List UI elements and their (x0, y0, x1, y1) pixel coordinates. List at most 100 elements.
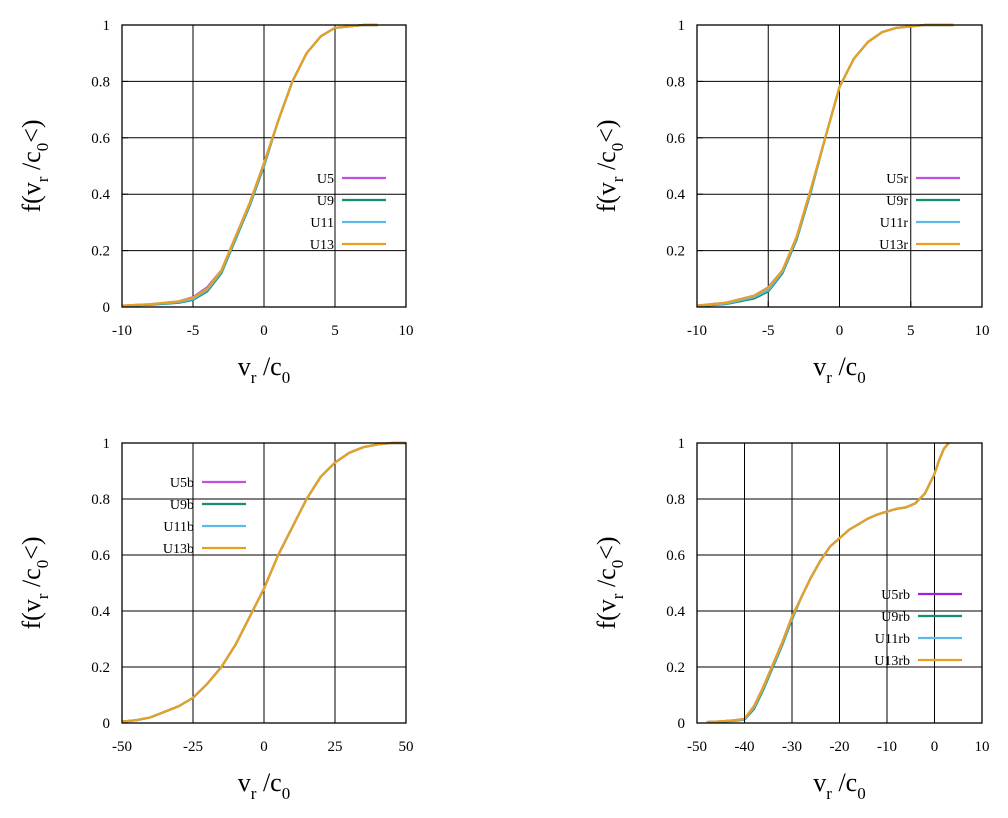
y-tick-label: 0.4 (91, 187, 110, 203)
x-axis-title-sub1: r (251, 784, 257, 803)
legend-label: U5r (886, 172, 908, 187)
legend-label: U9r (886, 194, 908, 209)
y-axis-title-sub2: 0 (608, 143, 627, 152)
y-axis-title-sub1: r (608, 593, 627, 599)
legend-label: U9 (317, 194, 334, 209)
x-tick-label: -25 (183, 739, 203, 755)
y-tick-label: 0 (103, 716, 111, 732)
x-tick-label: 10 (975, 739, 990, 755)
y-tick-label: 0.6 (666, 548, 685, 564)
y-axis-title-sub2: 0 (33, 143, 52, 152)
y-axis-title: f(vr /c0<) (592, 536, 627, 629)
y-axis-title-tail: <) (592, 119, 621, 142)
series-line-U9 (121, 23, 378, 307)
x-axis-title-sub1: r (251, 368, 257, 387)
y-tick-label: 1 (678, 436, 686, 452)
x-axis-title-main: v (813, 768, 826, 797)
x-axis-title-main: v (238, 352, 251, 381)
x-tick-label: -5 (762, 323, 775, 339)
y-axis-title-main: f(v (592, 182, 621, 212)
series-line-U13rb (706, 442, 950, 724)
x-axis-title: vr /c0 (813, 352, 865, 387)
series-line-U9r (696, 23, 954, 308)
y-axis-title-sub2: 0 (608, 560, 627, 569)
x-axis-title-mid: /c (256, 768, 281, 797)
x-tick-label: -40 (735, 739, 755, 755)
y-tick-label: 0.2 (666, 660, 685, 676)
y-axis-title-sub1: r (33, 593, 52, 599)
y-axis-title-sub2: 0 (33, 560, 52, 569)
legend-label: U5 (317, 172, 334, 187)
y-tick-label: 0.8 (91, 74, 110, 90)
x-tick-label: 50 (399, 739, 414, 755)
x-tick-label: 5 (331, 323, 339, 339)
x-tick-label: 10 (975, 323, 990, 339)
x-tick-label: 10 (399, 323, 414, 339)
x-tick-label: 25 (328, 739, 343, 755)
series-line-U9rb (706, 442, 950, 724)
y-axis-title-main: f(v (17, 182, 46, 212)
legend-label: U13 (310, 238, 334, 253)
y-axis-title-sub1: r (608, 176, 627, 182)
y-tick-label: 0 (678, 716, 686, 732)
legend-label: U13rb (874, 654, 910, 669)
y-axis-title-tail: <) (592, 536, 621, 559)
y-axis-title: f(vr /c0<) (17, 119, 52, 212)
x-axis-title-sub1: r (826, 368, 832, 387)
x-axis-title: vr /c0 (813, 768, 865, 803)
x-axis-title-sub1: r (826, 784, 832, 803)
x-tick-label: -10 (112, 323, 132, 339)
x-axis-title-sub2: 0 (857, 368, 866, 387)
y-tick-label: 0.6 (91, 548, 110, 564)
series-line-U11rb (706, 442, 950, 724)
legend-label: U5b (170, 476, 194, 491)
y-axis-title-mid: /c (17, 568, 46, 593)
x-tick-label: 5 (907, 323, 915, 339)
x-tick-label: -5 (187, 323, 200, 339)
y-tick-label: 0.8 (91, 492, 110, 508)
series-line-U5rb (706, 442, 950, 724)
series-line-U11r (696, 23, 954, 307)
series-line-U13 (121, 23, 378, 307)
legend-label: U5rb (881, 588, 910, 603)
legend-label: U9rb (881, 610, 910, 625)
y-tick-label: 0.6 (666, 131, 685, 147)
y-tick-label: 1 (103, 18, 111, 34)
series-line-U5 (121, 23, 378, 307)
legend-label: U13b (163, 542, 194, 557)
legend-label: U11 (310, 216, 334, 231)
x-tick-label: 0 (260, 739, 268, 755)
y-tick-label: 0.4 (666, 187, 685, 203)
y-axis-title-mid: /c (592, 568, 621, 593)
y-axis-title-sub1: r (33, 176, 52, 182)
y-axis-title-tail: <) (17, 536, 46, 559)
y-axis-title-tail: <) (17, 119, 46, 142)
x-tick-label: -10 (687, 323, 707, 339)
x-axis-title-sub2: 0 (282, 368, 291, 387)
x-tick-label: -50 (112, 739, 132, 755)
legend-label: U9b (170, 498, 194, 513)
x-axis-title: vr /c0 (238, 768, 290, 803)
y-tick-label: 0.2 (91, 244, 110, 260)
y-tick-label: 0.2 (91, 660, 110, 676)
series-line-U13b (121, 441, 406, 723)
x-axis-title-mid: /c (832, 768, 857, 797)
y-axis-title-mid: /c (592, 151, 621, 176)
x-axis-title-mid: /c (256, 352, 281, 381)
x-axis-title-sub2: 0 (857, 784, 866, 803)
legend-label: U11r (880, 216, 909, 231)
series-line-U5r (696, 23, 954, 307)
x-tick-label: -50 (687, 739, 707, 755)
series-line-U13r (696, 23, 954, 307)
y-tick-label: 0.2 (666, 244, 685, 260)
x-axis-title-main: v (238, 768, 251, 797)
y-axis-title: f(vr /c0<) (17, 536, 52, 629)
y-axis-title-mid: /c (17, 151, 46, 176)
y-axis-title-main: f(v (592, 599, 621, 629)
x-axis-title-mid: /c (832, 352, 857, 381)
x-tick-label: 0 (260, 323, 268, 339)
